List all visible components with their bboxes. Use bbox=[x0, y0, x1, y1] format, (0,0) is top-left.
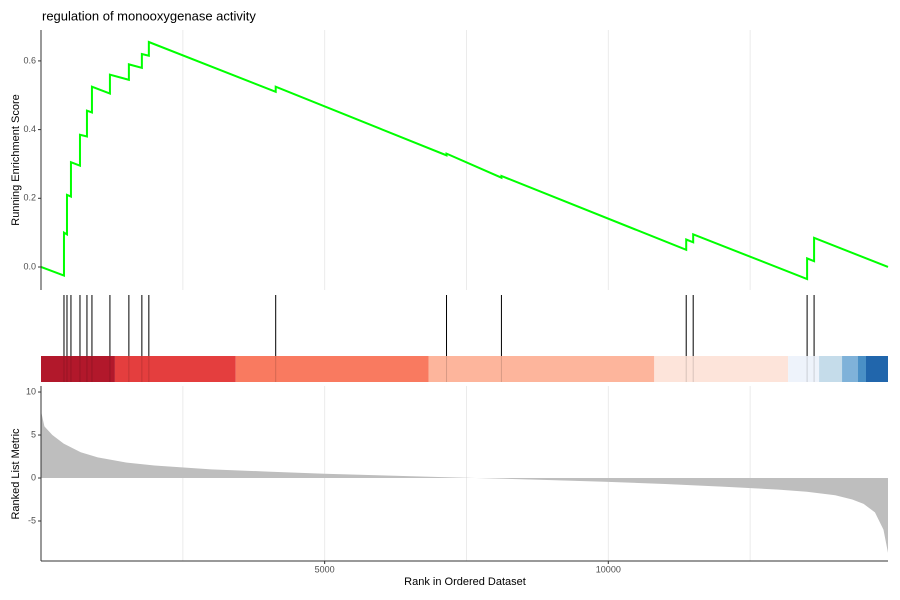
y-tick-label: 5 bbox=[31, 429, 36, 439]
y-tick-label: 0 bbox=[31, 472, 36, 482]
x-axis-title: Rank in Ordered Dataset bbox=[404, 576, 526, 588]
chart-title: regulation of monooxygenase activity bbox=[42, 8, 256, 23]
y-tick-label: 0.6 bbox=[23, 55, 36, 65]
y-tick-label: 10 bbox=[26, 386, 36, 396]
metric-area bbox=[41, 410, 888, 553]
rank-band bbox=[865, 356, 888, 382]
rank-band bbox=[857, 356, 866, 382]
rank-band bbox=[654, 356, 789, 382]
rank-band bbox=[788, 356, 820, 382]
rank-band bbox=[235, 356, 429, 382]
rank-band bbox=[114, 356, 236, 382]
rank-band bbox=[842, 356, 858, 382]
y-tick-label: 0.4 bbox=[23, 124, 36, 134]
rank-band bbox=[428, 356, 655, 382]
y-tick-label: 0.0 bbox=[23, 261, 36, 271]
rank-band bbox=[41, 356, 115, 382]
y-tick-label: -5 bbox=[28, 515, 36, 525]
x-tick-label: 5000 bbox=[315, 564, 335, 574]
x-tick-label: 10000 bbox=[596, 564, 621, 574]
y-tick-label: 0.2 bbox=[23, 193, 36, 203]
es-line bbox=[40, 40, 889, 281]
rank-band bbox=[819, 356, 843, 382]
y-axis-title: Ranked List Metric bbox=[10, 428, 22, 520]
y-axis-title: Running Enrichment Score bbox=[10, 94, 22, 225]
